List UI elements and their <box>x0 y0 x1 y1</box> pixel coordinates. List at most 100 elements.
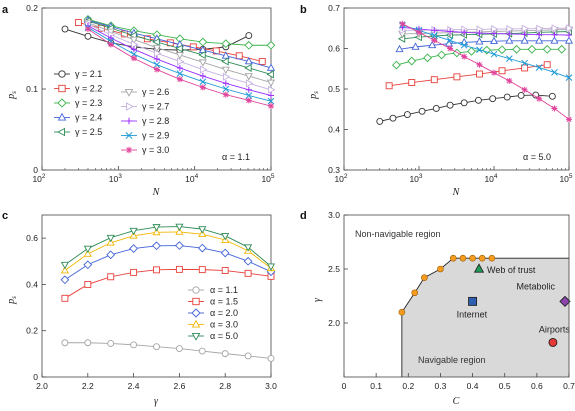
data-point <box>175 227 184 235</box>
data-point <box>245 32 253 39</box>
panel-d-xlabel: C <box>453 396 460 407</box>
boundary-point <box>398 308 406 316</box>
data-point <box>535 36 544 44</box>
panel-d-label: d <box>300 210 307 222</box>
series-line <box>399 40 569 50</box>
legend-label: α = 2.0 <box>210 308 238 318</box>
data-point <box>199 73 206 80</box>
data-point <box>197 243 207 253</box>
data-point <box>431 37 438 44</box>
data-point <box>266 79 276 88</box>
data-point <box>268 103 274 110</box>
legend-marker <box>192 297 200 306</box>
data-point <box>83 245 92 254</box>
panel-a-ylabel: ps <box>6 91 18 100</box>
data-point <box>222 91 229 98</box>
x-tick-label: 0 <box>342 381 347 391</box>
x-tick-label: 105 <box>559 173 572 184</box>
data-point <box>565 74 573 82</box>
data-point <box>395 44 404 53</box>
x-tick-label: 0.4 <box>467 381 479 391</box>
data-point <box>476 70 483 78</box>
data-point <box>266 40 276 50</box>
data-point <box>490 50 498 58</box>
data-point <box>60 266 69 274</box>
y-tick-label: 0.4 <box>26 279 38 289</box>
data-point <box>460 37 469 46</box>
series-line <box>64 231 272 271</box>
legend-label: γ = 2.8 <box>142 116 169 126</box>
data-point <box>61 294 69 302</box>
y-tick-label: 2.0 <box>328 318 340 328</box>
panel-d: d Web of trust Internet Metabolic Airports 0… <box>300 210 575 407</box>
data-point <box>566 116 572 123</box>
data-point <box>221 350 229 358</box>
data-point <box>520 36 529 44</box>
panel-c-label: c <box>2 210 8 222</box>
data-point <box>489 95 497 103</box>
x-tick-label: 104 <box>185 173 198 184</box>
data-point <box>222 80 229 87</box>
y-tick-label: 0.6 <box>26 233 38 243</box>
data-point <box>84 280 92 288</box>
data-point <box>551 69 558 76</box>
data-point <box>407 56 417 66</box>
data-point <box>152 224 161 232</box>
data-point <box>245 79 254 88</box>
data-point <box>408 79 416 86</box>
panel-d-frame <box>343 214 570 378</box>
data-point <box>245 92 253 99</box>
data-point <box>430 76 438 84</box>
data-point <box>564 36 574 44</box>
x-tick-base: 10 <box>334 174 344 184</box>
data-point <box>175 52 184 60</box>
boundary-point <box>459 254 467 262</box>
data-point <box>432 104 440 112</box>
data-point <box>536 95 543 102</box>
data-point <box>221 51 230 59</box>
legend-marker <box>57 112 67 121</box>
panel-d-ylabel: γ <box>312 297 323 302</box>
data-point <box>244 269 252 277</box>
data-point <box>491 69 497 76</box>
x-tick-base: 10 <box>32 174 42 184</box>
x-tick-label: 102 <box>32 173 45 184</box>
x-tick-label: 3.0 <box>265 381 277 391</box>
data-point <box>222 72 231 81</box>
panel-b-ylabel-sub: s <box>312 91 320 94</box>
data-point <box>221 232 230 241</box>
legend-marker <box>57 98 67 108</box>
legend-marker <box>125 102 134 111</box>
data-point <box>385 82 393 90</box>
data-point <box>245 97 252 104</box>
x-tick-label: 103 <box>409 173 422 184</box>
data-point <box>175 241 184 250</box>
x-tick-label: 103 <box>109 173 122 184</box>
data-point <box>399 26 407 35</box>
data-point <box>268 92 274 99</box>
data-point <box>446 37 454 44</box>
data-point <box>430 32 438 39</box>
data-point <box>548 92 556 100</box>
legend-marker <box>58 84 66 93</box>
data-point <box>83 249 92 257</box>
data-point <box>153 66 160 73</box>
network-label: Airports <box>539 324 571 334</box>
data-point <box>476 25 484 34</box>
data-point <box>152 37 160 47</box>
data-point <box>461 53 468 60</box>
x-tick-exponent: 4 <box>195 173 199 180</box>
panel-a-legend: γ = 2.1 γ = 2.2 γ = 2.3 γ = 2.4 γ = 2.5 γ = 2… <box>54 69 169 155</box>
panel-a-label: a <box>2 4 9 16</box>
data-point <box>244 352 252 360</box>
panel-c-ylabel-sub: s <box>10 296 18 299</box>
x-tick-label: 2.0 <box>36 381 48 391</box>
x-tick-exponent: 2 <box>42 173 46 180</box>
legend-label: γ = 2.6 <box>142 87 169 97</box>
network-marker <box>468 296 478 306</box>
y-tick-label: 0.4 <box>328 125 340 135</box>
legend-marker <box>192 286 200 294</box>
data-point <box>506 24 514 34</box>
data-point <box>74 19 82 27</box>
